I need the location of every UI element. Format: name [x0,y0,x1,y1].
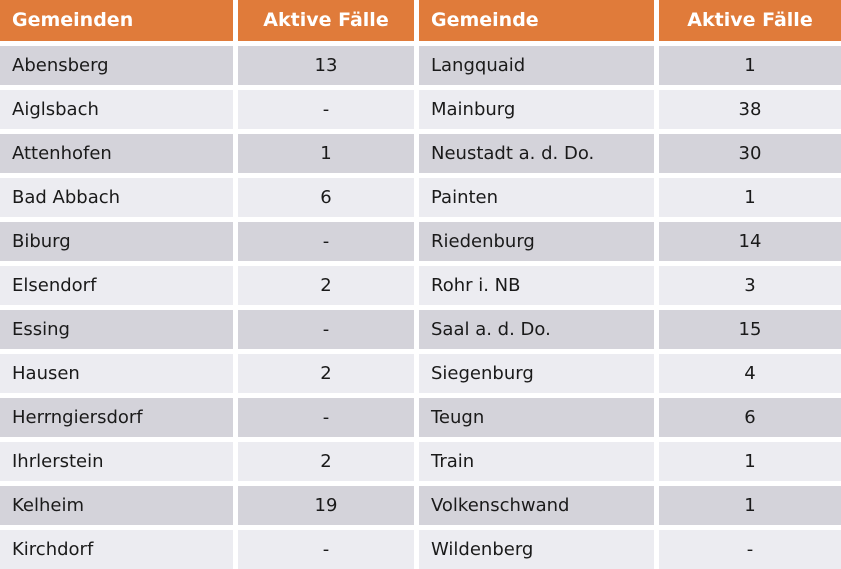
active-cases-cell: 1 [659,486,841,525]
active-cases-cell: 4 [659,354,841,393]
active-cases-cell: 6 [659,398,841,437]
active-cases-cell: - [238,530,414,569]
municipality-cell: Abensberg [0,46,233,85]
municipality-cell: Siegenburg [419,354,654,393]
municipality-cell: Teugn [419,398,654,437]
active-cases-cell: 2 [238,266,414,305]
municipality-cell: Herrngiersdorf [0,398,233,437]
active-cases-cell: 2 [238,354,414,393]
active-cases-cell: - [238,90,414,129]
municipality-cell: Saal a. d. Do. [419,310,654,349]
active-cases-cell: 30 [659,134,841,173]
municipality-cell: Volkenschwand [419,486,654,525]
municipality-cell: Neustadt a. d. Do. [419,134,654,173]
column-header-gemeinden-left: Gemeinden [0,0,233,41]
active-cases-cell: 13 [238,46,414,85]
municipality-cell: Painten [419,178,654,217]
municipality-cell: Hausen [0,354,233,393]
municipality-cell: Wildenberg [419,530,654,569]
municipality-cell: Kirchdorf [0,530,233,569]
municipality-cell: Mainburg [419,90,654,129]
active-cases-cell: 38 [659,90,841,129]
municipality-cell: Kelheim [0,486,233,525]
municipality-cell: Riedenburg [419,222,654,261]
municipality-cell: Train [419,442,654,481]
column-header-aktive-faelle-right: Aktive Fälle [659,0,841,41]
active-cases-cell: 19 [238,486,414,525]
municipality-cell: Aiglsbach [0,90,233,129]
municipality-cell: Essing [0,310,233,349]
municipality-cell: Ihrlerstein [0,442,233,481]
active-cases-cell: - [238,310,414,349]
active-cases-cell: 1 [238,134,414,173]
column-header-gemeinde-right: Gemeinde [419,0,654,41]
municipality-cell: Rohr i. NB [419,266,654,305]
active-cases-cell: 1 [659,46,841,85]
active-cases-cell: - [238,398,414,437]
active-cases-cell: 14 [659,222,841,261]
active-cases-cell: - [238,222,414,261]
active-cases-cell: 1 [659,442,841,481]
active-cases-cell: 6 [238,178,414,217]
municipality-cell: Biburg [0,222,233,261]
active-cases-cell: 3 [659,266,841,305]
municipality-cell: Langquaid [419,46,654,85]
municipality-cell: Attenhofen [0,134,233,173]
municipality-cell: Bad Abbach [0,178,233,217]
active-cases-cell: 1 [659,178,841,217]
column-header-aktive-faelle-left: Aktive Fälle [238,0,414,41]
active-cases-cell: 2 [238,442,414,481]
active-cases-cell: - [659,530,841,569]
active-cases-cell: 15 [659,310,841,349]
municipality-cell: Elsendorf [0,266,233,305]
